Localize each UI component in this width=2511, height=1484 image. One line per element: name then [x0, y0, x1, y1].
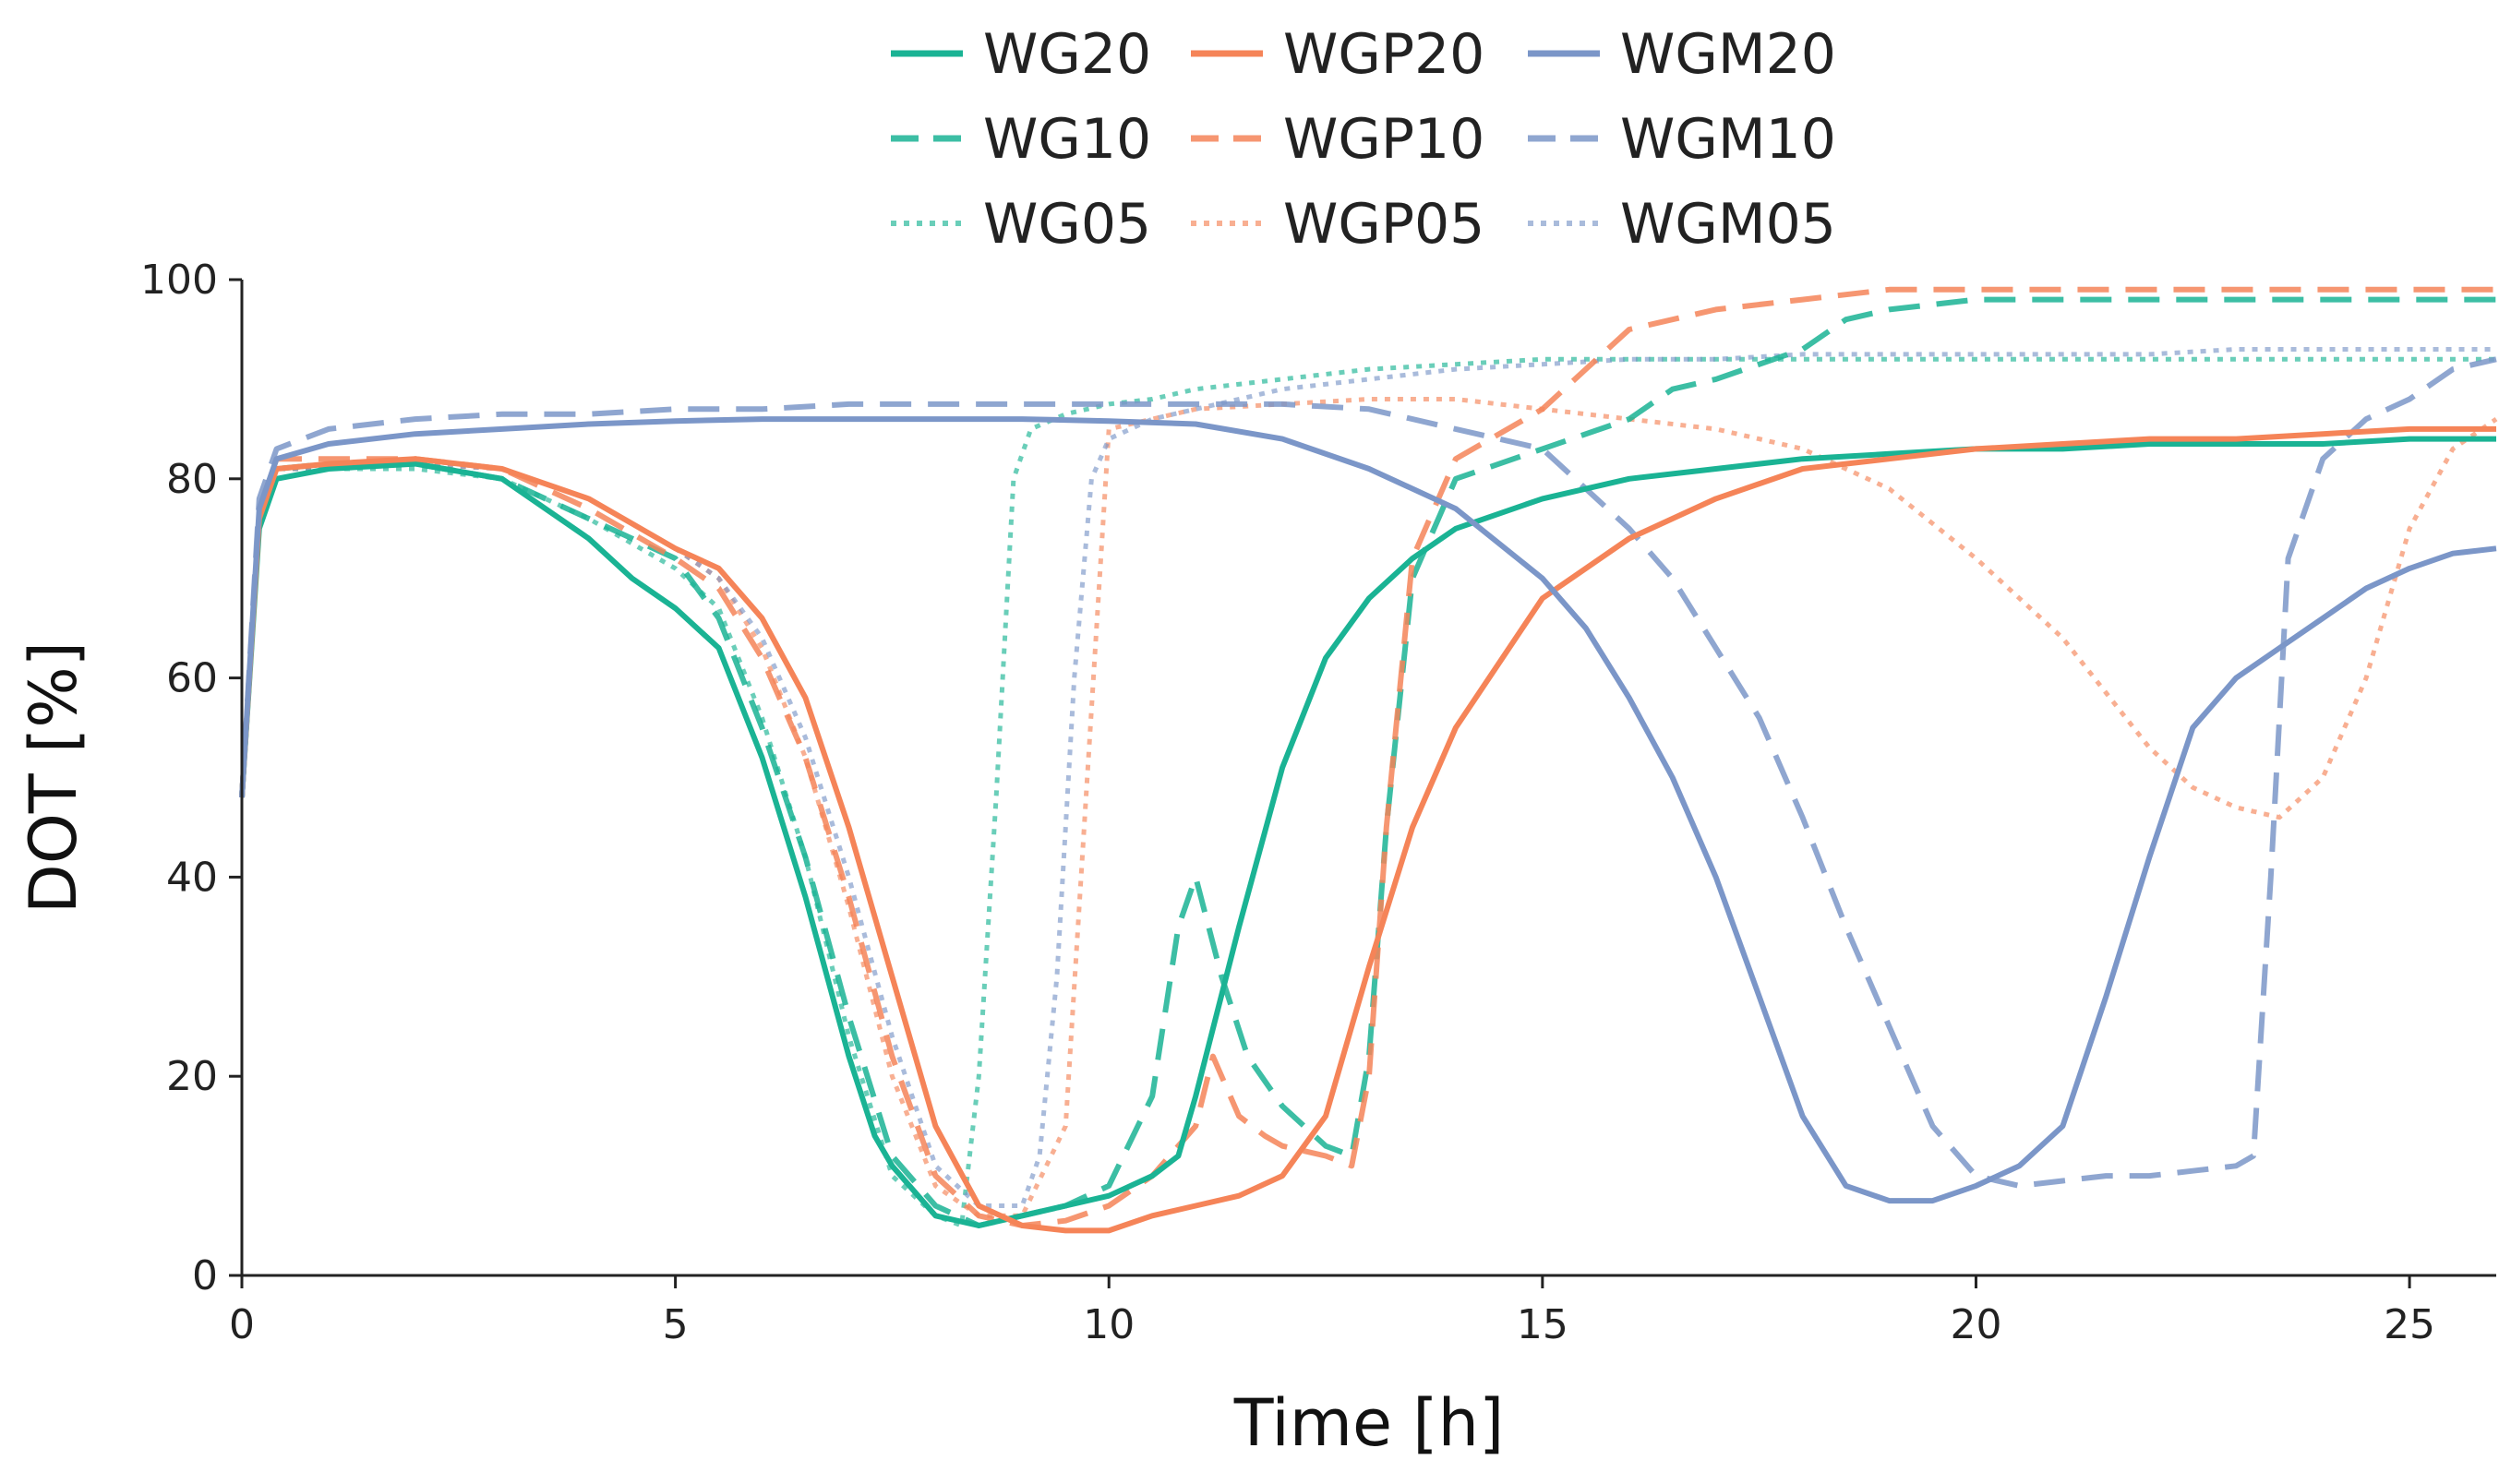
series-line-wgm05 — [239, 347, 2496, 1208]
x-tick-label: 25 — [2384, 1301, 2435, 1348]
y-tick-label: 100 — [140, 257, 218, 304]
series-line-wgp20 — [239, 425, 2496, 1234]
x-tick-label: 10 — [1083, 1301, 1135, 1348]
y-axis-ticks: 0 20 40 60 80 100 — [140, 257, 242, 1299]
legend-label-wgm10: WGM10 — [1620, 107, 1836, 172]
x-axis-ticks: 0 5 10 15 20 25 — [229, 1275, 2435, 1348]
legend-label-wgp10: WGP10 — [1283, 107, 1484, 172]
series-line-wg20 — [239, 436, 2496, 1228]
series-lines — [239, 286, 2498, 1234]
series-line-wgp05 — [239, 397, 2498, 1218]
legend-label-wg10: WG10 — [983, 107, 1151, 172]
axes — [240, 280, 2496, 1277]
legend-label-wgm05: WGM05 — [1620, 192, 1836, 257]
series-line-wgm10 — [239, 356, 2497, 1189]
y-tick-label: 80 — [166, 456, 218, 503]
series-line-wgm20 — [239, 416, 2497, 1204]
legend-label-wgm20: WGM20 — [1620, 22, 1836, 87]
y-tick-label: 20 — [166, 1053, 218, 1100]
x-axis-title: Time [h] — [1233, 1385, 1505, 1461]
y-tick-label: 0 — [192, 1252, 218, 1299]
x-tick-label: 20 — [1950, 1301, 2001, 1348]
legend-label-wg05: WG05 — [983, 192, 1151, 257]
y-tick-label: 40 — [166, 854, 218, 901]
y-tick-label: 60 — [166, 655, 218, 702]
x-tick-label: 15 — [1517, 1301, 1568, 1348]
legend-label-wgp20: WGP20 — [1283, 22, 1484, 87]
legend-label-wg20: WG20 — [983, 22, 1151, 87]
series-line-wgp10 — [239, 286, 2496, 1228]
legend-label-wgp05: WGP05 — [1283, 192, 1484, 257]
x-tick-label: 0 — [229, 1301, 255, 1348]
series-line-wg05 — [239, 356, 2496, 1228]
legend: WG20 WG10 WG05 WGP20 WGP10 WGP05 WGM20 WGM10 WGM… — [891, 22, 1836, 257]
y-axis-title: DOT [%] — [16, 641, 91, 914]
x-tick-label: 5 — [663, 1301, 689, 1348]
